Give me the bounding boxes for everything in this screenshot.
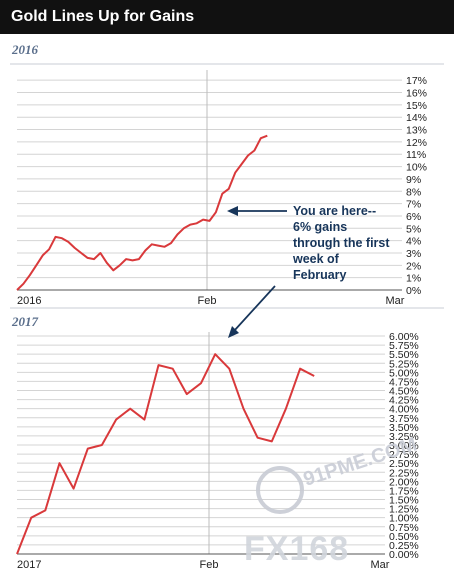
x-tick-label-0-1: Feb xyxy=(198,295,217,307)
annotation-line-3: through the first xyxy=(293,236,390,250)
annotation-arrowhead-lower xyxy=(228,326,239,338)
y-tick-label-1-18: 4.50% xyxy=(389,386,419,398)
y-tick-label-0-12: 12% xyxy=(406,137,427,149)
y-tick-label-0-16: 16% xyxy=(406,88,427,100)
annotation-line-4: week of xyxy=(292,252,340,266)
y-tick-label-1-24: 6.00% xyxy=(389,331,419,343)
y-tick-label-0-8: 8% xyxy=(406,186,421,198)
y-tick-label-1-5: 1.25% xyxy=(389,504,419,516)
x-tick-label-1-2: Mar xyxy=(371,559,390,571)
y-tick-label-0-0: 0% xyxy=(406,285,421,297)
watermark-brand: FX168 xyxy=(244,530,349,568)
y-tick-label-1-12: 3.00% xyxy=(389,440,419,452)
y-tick-label-1-4: 1.00% xyxy=(389,513,419,525)
y-tick-label-1-23: 5.75% xyxy=(389,340,419,352)
y-tick-label-1-6: 1.50% xyxy=(389,495,419,507)
y-tick-label-0-14: 14% xyxy=(406,112,427,124)
y-tick-label-1-8: 2.00% xyxy=(389,476,419,488)
y-tick-label-0-3: 3% xyxy=(406,248,421,260)
y-tick-label-1-0: 0.00% xyxy=(389,549,419,561)
y-tick-label-0-4: 4% xyxy=(406,236,421,248)
y-tick-label-0-11: 11% xyxy=(406,149,426,161)
x-tick-label-0-0: 2016 xyxy=(17,295,41,307)
y-tick-label-1-16: 4.00% xyxy=(389,404,419,416)
y-tick-label-1-21: 5.25% xyxy=(389,358,419,370)
y-tick-label-1-1: 0.25% xyxy=(389,540,419,552)
y-tick-label-0-15: 15% xyxy=(406,100,427,112)
panel-2016: 0%1%2%3%4%5%6%7%8%9%10%11%12%13%14%15%16… xyxy=(16,70,427,307)
y-tick-label-0-2: 2% xyxy=(406,260,421,272)
y-tick-label-0-1: 1% xyxy=(406,273,421,285)
chart-title: Gold Lines Up for Gains xyxy=(0,0,454,34)
series-line-1-0 xyxy=(16,353,315,555)
annotation-arrowhead-upper xyxy=(227,206,238,216)
y-tick-label-1-13: 3.25% xyxy=(389,431,419,443)
y-tick-label-1-3: 0.75% xyxy=(389,522,419,534)
y-tick-label-1-14: 3.50% xyxy=(389,422,419,434)
chart-canvas: 2016 0%1%2%3%4%5%6%7%8%9%10%11%12%13%14%… xyxy=(10,42,444,571)
y-tick-label-1-2: 0.50% xyxy=(389,531,419,543)
panel-year-label-2017: 2017 xyxy=(11,314,39,329)
panel-2017: 0.00%0.25%0.50%0.75%1.00%1.25%1.50%1.75%… xyxy=(16,331,419,571)
y-tick-label-1-10: 2.50% xyxy=(389,458,419,470)
y-tick-label-1-7: 1.75% xyxy=(389,485,419,497)
annotation: You are here-- 6% gains through the firs… xyxy=(227,204,390,338)
y-tick-label-1-19: 4.75% xyxy=(389,376,419,388)
y-tick-label-0-7: 7% xyxy=(406,199,421,211)
x-tick-label-0-2: Mar xyxy=(386,295,405,307)
y-tick-label-1-20: 5.00% xyxy=(389,367,419,379)
y-tick-label-0-5: 5% xyxy=(406,223,421,235)
y-tick-label-1-22: 5.50% xyxy=(389,349,419,361)
x-tick-label-1-1: Feb xyxy=(200,559,219,571)
y-tick-label-1-11: 2.75% xyxy=(389,449,419,461)
watermark-logo-icon xyxy=(256,466,304,514)
y-tick-label-0-13: 13% xyxy=(406,125,427,137)
annotation-line-2: 6% gains xyxy=(293,220,347,234)
y-tick-label-0-10: 10% xyxy=(406,162,427,174)
series-line-0-0 xyxy=(16,134,268,291)
panel-year-label-2016: 2016 xyxy=(11,42,39,57)
y-tick-label-1-15: 3.75% xyxy=(389,413,419,425)
y-tick-label-0-6: 6% xyxy=(406,211,421,223)
annotation-arrow-lower xyxy=(233,285,276,332)
annotation-line-5: February xyxy=(293,268,347,282)
annotation-line-1: You are here-- xyxy=(293,204,376,218)
y-tick-label-0-9: 9% xyxy=(406,174,421,186)
y-tick-label-0-17: 17% xyxy=(406,75,427,87)
y-tick-label-1-17: 4.25% xyxy=(389,395,419,407)
x-tick-label-1-0: 2017 xyxy=(17,559,41,571)
y-tick-label-1-9: 2.25% xyxy=(389,467,419,479)
